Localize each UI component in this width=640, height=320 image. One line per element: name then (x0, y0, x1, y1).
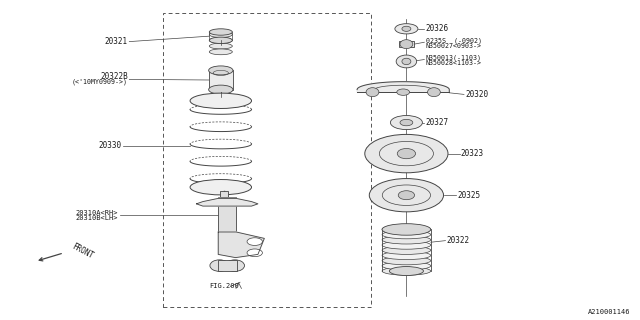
Ellipse shape (382, 251, 431, 260)
Polygon shape (218, 232, 264, 258)
Polygon shape (196, 198, 258, 206)
Text: FRONT: FRONT (70, 242, 95, 260)
Text: 20322B: 20322B (100, 72, 128, 81)
Ellipse shape (402, 26, 411, 31)
Ellipse shape (382, 230, 431, 239)
Text: N350028<1103->: N350028<1103-> (426, 60, 482, 66)
Ellipse shape (369, 179, 444, 212)
Ellipse shape (209, 37, 232, 43)
Ellipse shape (190, 93, 252, 108)
Text: 20322: 20322 (447, 236, 470, 245)
Ellipse shape (382, 262, 431, 270)
Ellipse shape (209, 37, 232, 44)
Bar (220, 191, 228, 197)
Text: 20321: 20321 (105, 37, 128, 46)
Text: N350013(-1103): N350013(-1103) (426, 54, 482, 61)
Text: 20323: 20323 (461, 149, 484, 158)
Text: 20326: 20326 (426, 24, 449, 33)
Ellipse shape (209, 32, 232, 37)
Text: FIG.200: FIG.200 (209, 284, 239, 289)
Ellipse shape (190, 180, 252, 195)
Bar (218, 260, 237, 271)
Ellipse shape (209, 49, 232, 55)
Ellipse shape (225, 260, 244, 271)
Ellipse shape (382, 257, 431, 265)
Ellipse shape (247, 249, 262, 257)
Ellipse shape (382, 241, 431, 249)
Ellipse shape (400, 40, 413, 49)
Bar (163, 13, 371, 307)
Ellipse shape (382, 267, 431, 275)
Ellipse shape (382, 236, 431, 244)
Ellipse shape (366, 88, 379, 97)
Text: N350027<0903->: N350027<0903-> (426, 43, 482, 49)
Text: 20310A<RH>: 20310A<RH> (76, 210, 118, 216)
Text: 20320: 20320 (465, 90, 488, 99)
Text: 20310B<LH>: 20310B<LH> (76, 215, 118, 221)
Ellipse shape (428, 88, 440, 97)
Ellipse shape (247, 238, 262, 245)
Ellipse shape (365, 134, 448, 173)
Ellipse shape (398, 191, 415, 200)
Ellipse shape (390, 116, 422, 130)
Bar (209, 70, 233, 90)
Ellipse shape (396, 55, 417, 68)
Ellipse shape (382, 224, 431, 235)
Bar (218, 197, 236, 232)
Text: 20327: 20327 (426, 118, 449, 127)
Text: (<'10MY0909->): (<'10MY0909->) (72, 79, 128, 85)
Ellipse shape (209, 29, 232, 35)
Ellipse shape (209, 85, 233, 94)
Ellipse shape (210, 260, 229, 271)
Ellipse shape (389, 267, 424, 276)
Text: 20325: 20325 (458, 191, 481, 200)
Ellipse shape (400, 119, 413, 126)
Ellipse shape (209, 43, 232, 49)
Ellipse shape (382, 246, 431, 254)
Bar (399, 41, 414, 47)
Text: A210001146: A210001146 (588, 309, 630, 315)
Ellipse shape (397, 89, 410, 95)
Ellipse shape (402, 58, 411, 65)
Text: 20330: 20330 (99, 141, 122, 150)
Text: 0235S  (-0902): 0235S (-0902) (426, 37, 482, 44)
Polygon shape (357, 82, 449, 92)
Ellipse shape (395, 24, 418, 34)
Ellipse shape (382, 225, 431, 234)
Ellipse shape (209, 66, 233, 75)
Ellipse shape (397, 148, 415, 159)
